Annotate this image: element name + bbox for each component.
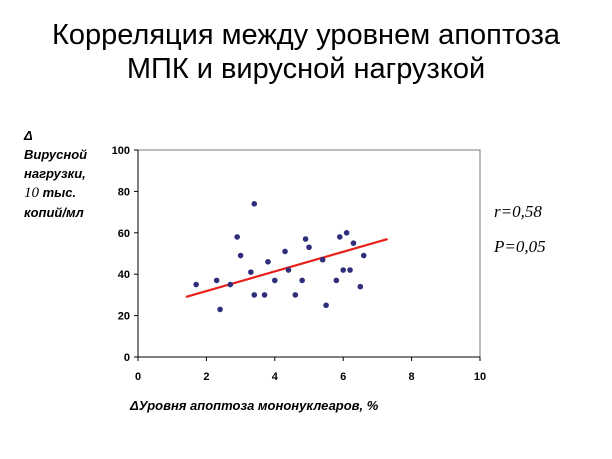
y-axis-label-line-2: Вирусной bbox=[24, 147, 88, 162]
data-point bbox=[323, 302, 329, 309]
x-tick-label: 2 bbox=[203, 371, 209, 383]
data-point bbox=[306, 244, 312, 251]
stats-annotation: r=0,58 P=0,05 bbox=[494, 194, 546, 264]
data-point bbox=[251, 292, 258, 298]
y-tick-label: 0 bbox=[124, 352, 130, 364]
y-axis-label-line-3: нагрузки, bbox=[24, 166, 86, 181]
data-point bbox=[350, 240, 357, 246]
y-axis-label-unit: тыс. bbox=[39, 185, 77, 200]
chart-axes bbox=[137, 149, 481, 358]
data-point bbox=[319, 256, 326, 263]
data-point bbox=[299, 277, 305, 284]
x-tick-label: 4 bbox=[272, 371, 279, 383]
x-axis-label: ΔУровня апоптоза мононуклеаров, % bbox=[130, 398, 379, 413]
data-point bbox=[340, 267, 347, 273]
data-point bbox=[217, 306, 223, 313]
data-point bbox=[282, 248, 288, 255]
y-tick-label: 80 bbox=[118, 186, 130, 198]
x-tick-label: 6 bbox=[340, 371, 346, 383]
y-tick-label: 100 bbox=[112, 145, 130, 157]
page-title: Корреляция между уровнем апоптоза МПК и … bbox=[0, 18, 612, 86]
title-line-2: МПК и вирусной нагрузкой bbox=[126, 53, 486, 85]
y-tick-label: 60 bbox=[118, 228, 130, 240]
y-tick-label: 20 bbox=[118, 311, 130, 323]
data-point bbox=[234, 234, 240, 240]
data-point bbox=[292, 292, 299, 298]
y-axis-label-power: 10 bbox=[24, 185, 39, 201]
x-tick-label: 10 bbox=[474, 371, 486, 383]
chart-ticks: 0 20 40 60 80 100 0 2 4 6 8 10 bbox=[112, 145, 486, 383]
y-tick-label: 40 bbox=[118, 269, 130, 281]
data-point bbox=[336, 234, 343, 240]
data-point bbox=[248, 269, 254, 275]
data-point bbox=[265, 258, 271, 265]
data-point bbox=[357, 283, 364, 290]
data-point bbox=[193, 281, 199, 288]
p-value: P=0,05 bbox=[494, 237, 546, 256]
data-point bbox=[360, 252, 367, 259]
data-point bbox=[261, 292, 268, 298]
y-axis-label: Δ Вирусной нагрузки, 10 тыс. копий/мл bbox=[24, 126, 134, 222]
x-tick-label: 8 bbox=[409, 371, 415, 383]
y-axis-label-line-5: копий/мл bbox=[24, 205, 84, 220]
data-point bbox=[333, 277, 340, 284]
data-point bbox=[272, 277, 278, 284]
data-point bbox=[343, 230, 350, 236]
data-point bbox=[213, 277, 220, 284]
title-line-1: Корреляция между уровнем апоптоза bbox=[51, 19, 561, 51]
data-point bbox=[347, 267, 353, 273]
data-point bbox=[302, 236, 309, 242]
data-point bbox=[237, 252, 244, 259]
data-point bbox=[251, 201, 258, 207]
chart-points bbox=[193, 201, 367, 313]
plot-frame bbox=[137, 149, 481, 358]
y-axis-label-line-4: 10 тыс. bbox=[24, 183, 134, 203]
data-point bbox=[227, 281, 234, 288]
correlation-coefficient: r=0,58 bbox=[494, 202, 542, 221]
x-tick-label: 0 bbox=[135, 371, 141, 383]
data-point bbox=[285, 267, 292, 273]
y-axis-label-delta: Δ bbox=[24, 128, 33, 143]
